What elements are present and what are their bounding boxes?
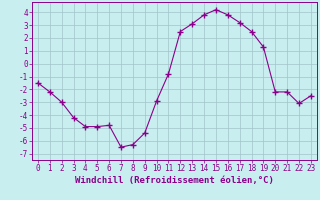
X-axis label: Windchill (Refroidissement éolien,°C): Windchill (Refroidissement éolien,°C) xyxy=(75,176,274,185)
